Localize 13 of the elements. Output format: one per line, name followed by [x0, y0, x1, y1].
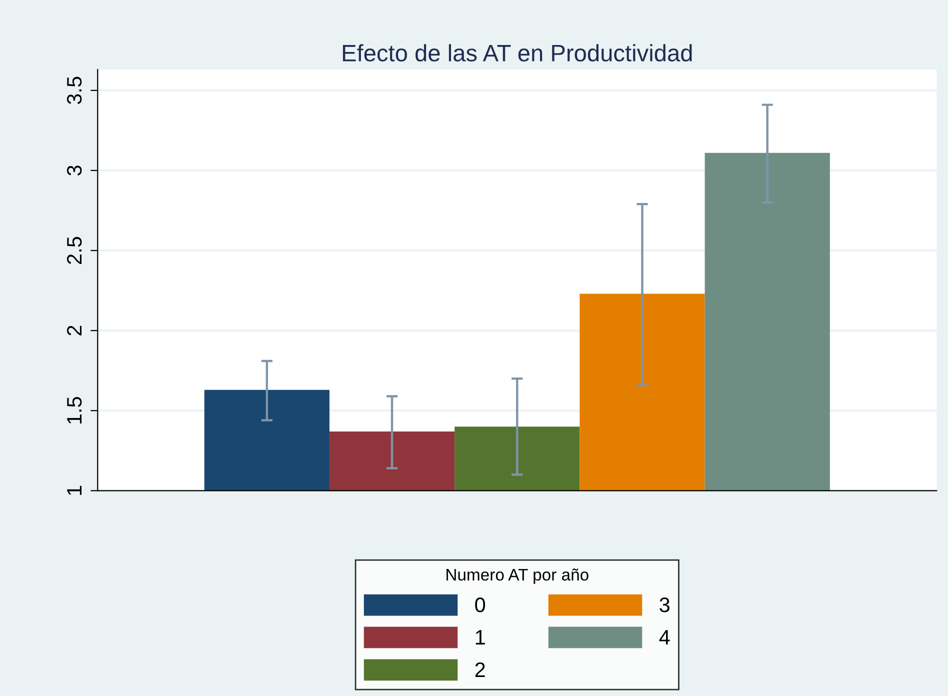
y-tick-label: 3	[66, 166, 82, 176]
y-tick-label: 2	[66, 326, 82, 336]
legend-label: 2	[475, 662, 485, 677]
y-tick-label: 2.5	[66, 236, 82, 264]
legend-title: Numero AT por año	[446, 568, 588, 584]
legend-label: 3	[660, 597, 670, 612]
legend-label: 0	[475, 597, 486, 612]
legend-label: 1	[476, 630, 485, 644]
y-tick-label: 1	[67, 486, 82, 495]
y-tick-label: 3.5	[66, 76, 82, 104]
y-tick-label: 1.5	[67, 397, 82, 424]
legend-label: 4	[659, 630, 670, 644]
chart-title: Efecto de las AT en Productividad	[342, 44, 692, 62]
